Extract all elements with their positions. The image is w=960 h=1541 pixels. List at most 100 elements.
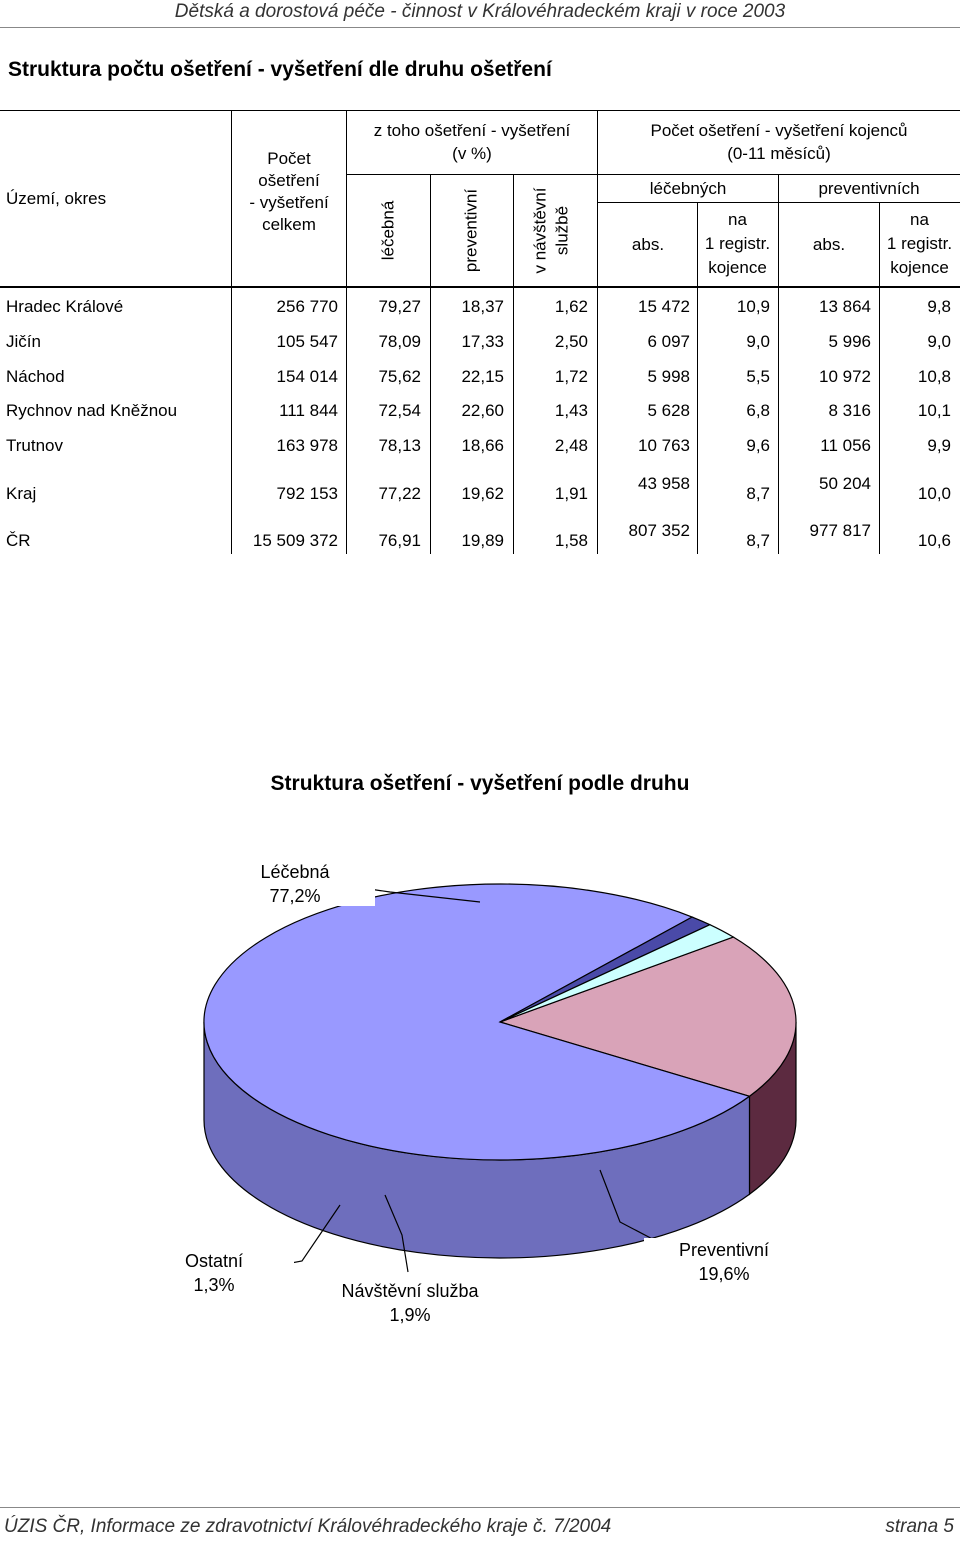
cell-labs: 807 352 (628, 521, 690, 540)
cell-prev: 22,15 (461, 367, 504, 386)
pie-chart: Léčebná 77,2% Preventivní 19,6% Návštěvní sl… (150, 860, 804, 1325)
head-na-2-c: kojence (890, 258, 949, 277)
head-navstevni-2: službě (552, 205, 572, 256)
cell-pna: 9,9 (927, 436, 951, 455)
cell-prev: 18,37 (461, 297, 504, 316)
cell-lec: 77,22 (378, 484, 421, 503)
vline-1 (231, 110, 232, 554)
cell-nav: 2,50 (554, 332, 588, 351)
vline-7 (778, 174, 779, 554)
cell-lec: 72,54 (378, 401, 421, 420)
vline-5 (597, 110, 598, 554)
cell-pabs: 5 996 (828, 332, 871, 351)
head-na-1-a: na (728, 210, 747, 229)
row-label: Rychnov nad Kněžnou (6, 401, 178, 420)
cell-nav: 1,72 (554, 367, 588, 386)
cell-lna: 9,6 (746, 436, 770, 455)
cell-prev: 18,66 (461, 436, 504, 455)
pie-label-value: 1,3% (193, 1275, 234, 1295)
pie-label-bg (644, 1238, 804, 1284)
cell-lna: 8,7 (746, 531, 770, 550)
head-navstevni: v návštěvní službě (513, 176, 597, 286)
vline-4 (513, 174, 514, 554)
head-lecebnych: léčebných (649, 179, 727, 198)
cell-total: 111 844 (279, 401, 338, 420)
cell-pna: 9,8 (927, 297, 951, 316)
head-ztoho-1: z toho ošetření - vyšetření (373, 121, 571, 140)
kojenci-underline (598, 174, 960, 175)
data-table: Území, okres Počet ošetření - vyšetření … (0, 110, 960, 560)
cell-lec: 79,27 (378, 297, 421, 316)
pie-label-value: 1,9% (389, 1305, 430, 1325)
vline-6 (697, 202, 698, 554)
head-abs-2: abs. (812, 235, 846, 254)
cell-labs: 15 472 (638, 297, 690, 316)
head-uzemi: Území, okres (6, 189, 107, 208)
cell-total: 163 978 (276, 436, 338, 455)
head-na-2-b: 1 registr. (886, 234, 953, 253)
chart-title: Struktura ošetření - vyšetření podle dru… (270, 772, 690, 795)
pie-label-bg (215, 860, 375, 906)
cell-pabs: 977 817 (809, 521, 871, 540)
pie-slice-0 (203, 883, 751, 1161)
cell-lec: 78,13 (378, 436, 421, 455)
head-na-1-b: 1 registr. (704, 234, 771, 253)
row-label: Náchod (6, 367, 65, 386)
row-label: Jičín (6, 332, 41, 351)
cell-lna: 6,8 (746, 401, 770, 420)
vline-3 (430, 174, 431, 554)
pie-label-value: 77,2% (269, 886, 320, 906)
cell-labs: 5 628 (647, 401, 690, 420)
subgroup-underline (598, 202, 960, 203)
cell-prev: 19,89 (461, 531, 504, 550)
cell-nav: 2,48 (554, 436, 588, 455)
pie-slice-1 (498, 936, 797, 1097)
cell-lna: 10,9 (736, 297, 770, 316)
head-kojenci-2: (0-11 měsíců) (727, 144, 831, 163)
cell-prev: 19,62 (461, 484, 504, 503)
head-pocet-1: Počet (267, 149, 311, 168)
head-ztoho-2: (v %) (452, 144, 492, 163)
cell-nav: 1,62 (554, 297, 588, 316)
pie-leader-line (384, 1194, 409, 1273)
cell-labs: 43 958 (638, 474, 690, 493)
head-pocet-4: celkem (262, 215, 316, 234)
head-kojenci-1: Počet ošetření - vyšetření kojenců (650, 121, 908, 140)
pie-label-bg (150, 1249, 294, 1295)
cell-total: 154 014 (276, 367, 338, 386)
row-label: Hradec Králové (6, 297, 124, 316)
cell-prev: 17,33 (461, 332, 504, 351)
cell-total: 256 770 (276, 297, 338, 316)
ztoho-underline (346, 174, 598, 175)
cell-lec: 75,62 (378, 367, 421, 386)
head-pocet-2: ošetření (258, 171, 320, 190)
pie-label-value: 19,6% (698, 1264, 749, 1284)
cell-pna: 10,6 (917, 531, 951, 550)
cell-nav: 1,43 (554, 401, 588, 420)
cell-pna: 10,1 (917, 401, 951, 420)
cell-total: 105 547 (276, 332, 338, 351)
cell-pabs: 8 316 (828, 401, 871, 420)
pie-label-name: Návštěvní služba (341, 1281, 479, 1301)
cell-lec: 78,09 (378, 332, 421, 351)
pie-label-name: Preventivní (679, 1240, 769, 1260)
head-preventivni: preventivní (461, 188, 481, 273)
pie-label-name: Léčebná (260, 862, 330, 882)
head-lecebna: léčebná (378, 200, 398, 261)
cell-pna: 10,8 (917, 367, 951, 386)
header-rule (0, 27, 960, 28)
cell-labs: 5 998 (647, 367, 690, 386)
head-navstevni-1: v návštěvní (530, 187, 550, 274)
cell-pna: 10,0 (917, 484, 951, 503)
pie-slice-2 (499, 924, 735, 1023)
cell-pabs: 50 204 (819, 474, 871, 493)
vline-8 (879, 202, 880, 554)
table-header-bottom-rule (0, 286, 960, 288)
head-kojenci: Počet ošetření - vyšetření kojenců (0-11… (598, 119, 960, 165)
footer-page-number: strana 5 (885, 1516, 954, 1537)
cell-total: 15 509 372 (252, 531, 338, 550)
cell-nav: 1,91 (554, 484, 588, 503)
head-na-2-a: na (910, 210, 929, 229)
head-pocet-3: - vyšetření (249, 193, 329, 212)
cell-nav: 1,58 (554, 531, 588, 550)
